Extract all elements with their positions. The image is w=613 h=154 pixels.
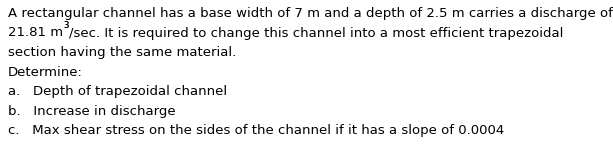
Text: 3: 3 [63, 22, 69, 30]
Text: Determine:: Determine: [8, 65, 83, 79]
Text: 21.81 m: 21.81 m [8, 26, 63, 39]
Text: 3: 3 [63, 22, 69, 30]
Text: b.   Increase in discharge: b. Increase in discharge [8, 105, 176, 118]
Text: a.   Depth of trapezoidal channel: a. Depth of trapezoidal channel [8, 85, 227, 98]
Text: section having the same material.: section having the same material. [8, 46, 236, 59]
Text: c.   Max shear stress on the sides of the channel if it has a slope of 0.0004: c. Max shear stress on the sides of the … [8, 124, 504, 137]
Text: /sec. It is required to change this channel into a most efficient trapezoidal: /sec. It is required to change this chan… [69, 26, 563, 39]
Text: A rectangular channel has a base width of 7 m and a depth of 2.5 m carries a dis: A rectangular channel has a base width o… [8, 7, 613, 20]
